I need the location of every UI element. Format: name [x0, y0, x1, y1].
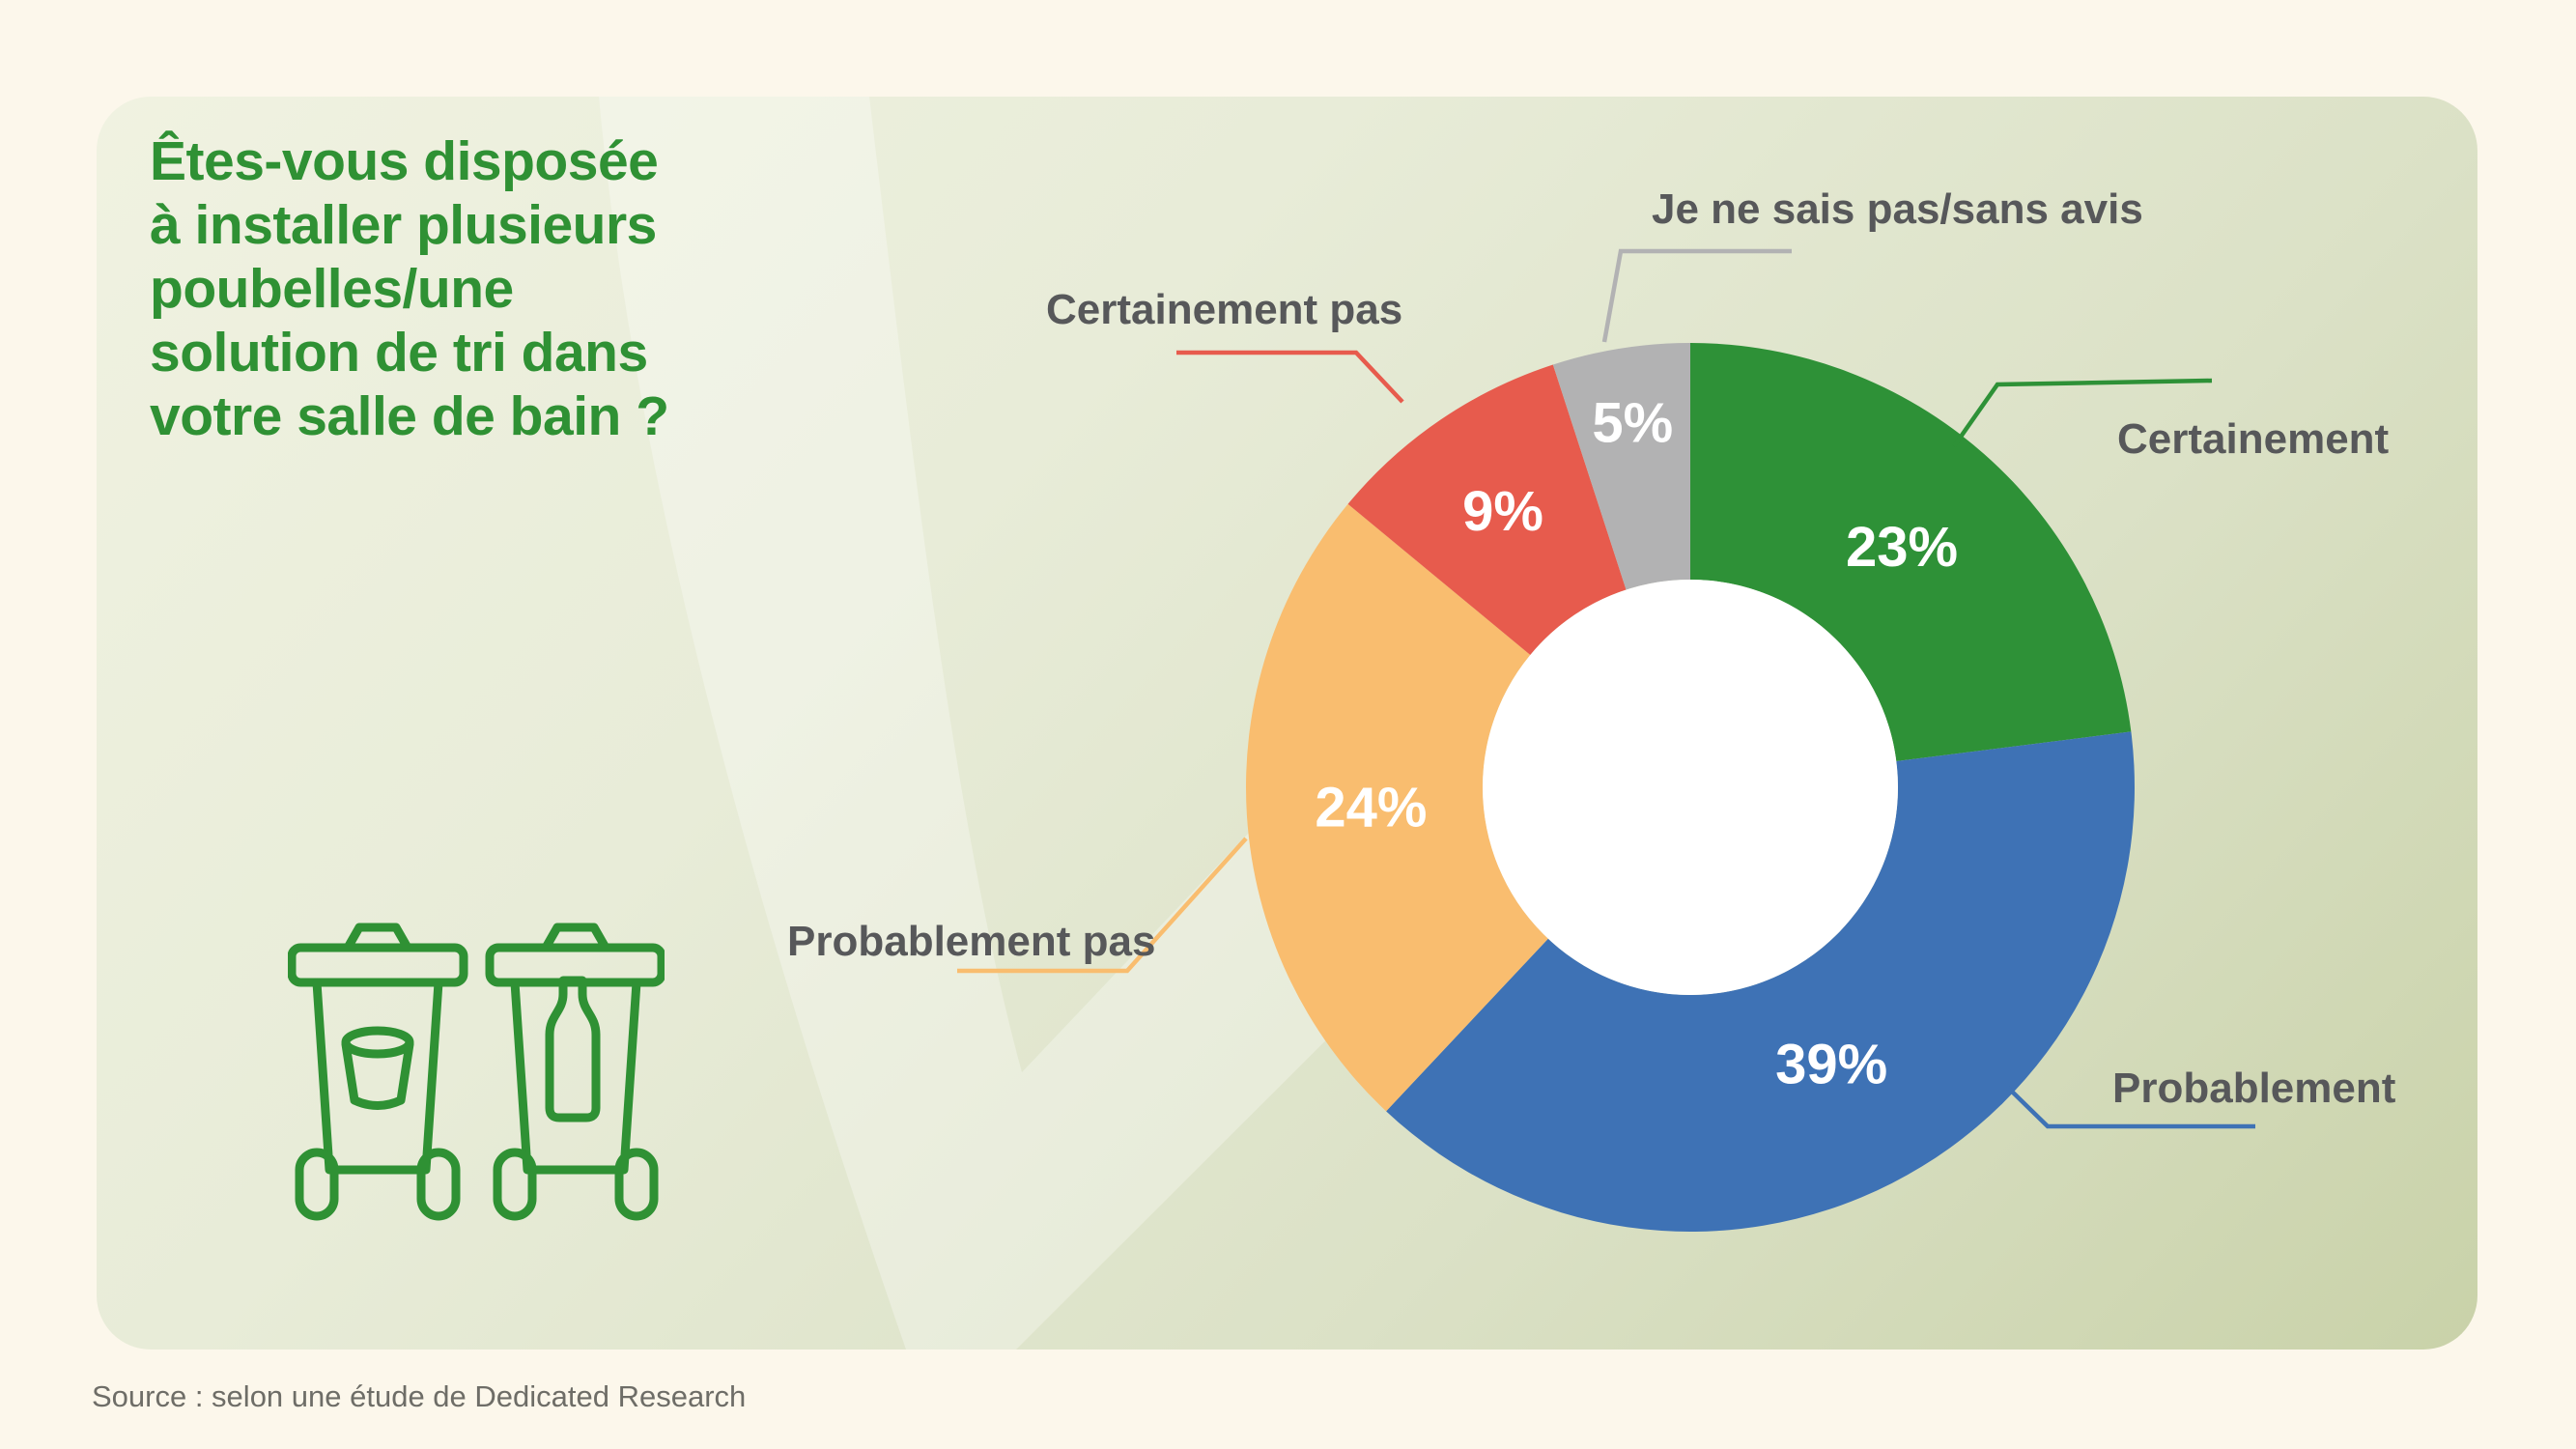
bin-body [510, 978, 641, 1175]
leader-line-je-ne-sais-pas [1601, 248, 1792, 343]
value-label-3: 9% [1462, 480, 1543, 543]
bin-lid [288, 943, 468, 987]
donut-slice-1 [1386, 731, 2135, 1232]
donut-chart: 23% 39% 24% 9% 5% [957, 248, 2255, 1232]
bin-wheel [614, 1148, 659, 1221]
recycling-bin-bottle-icon [485, 923, 665, 1221]
donut-value-labels: 23% 39% 24% 9% 5% [1315, 391, 1958, 1095]
donut-slice-0 [1690, 343, 2132, 762]
bin-body [312, 978, 443, 1175]
leader-line-probablement [2005, 1085, 2255, 1129]
bin-wheel [493, 1148, 537, 1221]
value-label-0: 23% [1846, 516, 1958, 579]
bin-wheel [416, 1148, 461, 1221]
leader-line-certainement [1952, 378, 2213, 448]
value-label-2: 24% [1315, 776, 1427, 838]
donut-hole [1483, 580, 1898, 995]
donut-slice-2 [1245, 503, 1548, 1112]
value-label-4: 5% [1592, 391, 1673, 454]
bin-lid-handle [541, 923, 610, 952]
donut-slice-3 [1347, 364, 1627, 655]
bin-lid-handle [343, 923, 412, 952]
leader-line-certainement-pas [1176, 350, 1404, 404]
callout-label-probablement-pas: Probablement pas [787, 918, 1156, 965]
cup-glyph [341, 1039, 414, 1110]
callout-label-je-ne-sais-pas: Je ne sais pas/sans avis [1652, 185, 2143, 233]
watermark-shape [599, 97, 1518, 1350]
source-note: Source : selon une étude de Dedicated Re… [92, 1379, 747, 1413]
donut-slice-4 [1552, 343, 1690, 590]
leader-line-probablement-pas [957, 837, 1248, 974]
callout-label-probablement: Probablement [2112, 1065, 2396, 1112]
recycling-bins-icon [288, 923, 665, 1221]
watermark-check-arrow-icon [599, 97, 1518, 1350]
survey-question-title: Êtes-vous disposée à installer plusieurs… [150, 130, 669, 447]
infographic-card: Êtes-vous disposée à installer plusieurs… [97, 97, 2477, 1350]
bottle-glyph [545, 976, 601, 1122]
value-label-1: 39% [1775, 1033, 1887, 1095]
leader-lines [957, 248, 2255, 1129]
callout-label-certainement: Certainement [2117, 415, 2390, 463]
callout-label-certainement-pas: Certainement pas [1046, 286, 1403, 333]
donut-slices [1245, 343, 2135, 1232]
bin-wheel [295, 1148, 339, 1221]
recycling-bin-cup-icon [288, 923, 468, 1221]
